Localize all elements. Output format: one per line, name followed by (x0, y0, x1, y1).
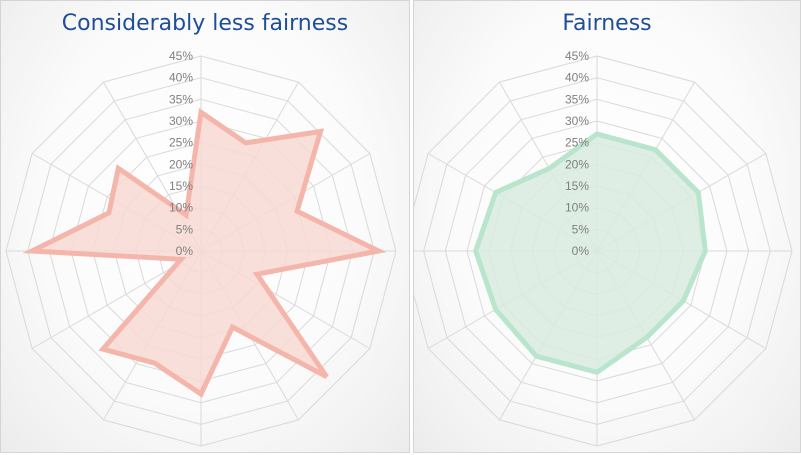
tick-label: 0% (572, 244, 590, 258)
tick-label: 5% (572, 222, 590, 236)
tick-label: 35% (565, 92, 589, 106)
tick-label: 15% (169, 179, 193, 193)
tick-label: 10% (565, 201, 589, 215)
series-area (473, 131, 708, 376)
tick-label: 45% (169, 49, 193, 63)
tick-label: 45% (565, 49, 589, 63)
tick-label: 5% (176, 222, 194, 236)
chart-panel-left: Considerably less fairness 0% 5% 10% 15% 20%… (0, 0, 410, 453)
chart-panel-right: Fairness 0% 5% 10% 15% 20% 25% 30% 35% 40% 45% (413, 0, 801, 453)
chart-title: Fairness (562, 11, 652, 36)
tick-label: 20% (565, 157, 589, 171)
tick-label: 15% (565, 179, 589, 193)
radar-chart: 0% 5% 10% 15% 20% 25% 30% 35% 40% 45% (414, 49, 793, 447)
tick-label: 40% (169, 71, 193, 85)
series-area (22, 107, 387, 398)
tick-labels: 0% 5% 10% 15% 20% 25% 30% 35% 40% 45% (169, 49, 193, 258)
tick-label: 40% (565, 71, 589, 85)
tick-label: 10% (169, 201, 193, 215)
chart-title: Considerably less fairness (61, 11, 349, 36)
tick-labels: 0% 5% 10% 15% 20% 25% 30% 35% 40% 45% (565, 49, 589, 258)
tick-label: 25% (169, 136, 193, 150)
tick-label: 35% (169, 92, 193, 106)
radar-chart: 0% 5% 10% 15% 20% 25% 30% 35% 40% 45% (5, 49, 397, 447)
tick-label: 20% (169, 157, 193, 171)
tick-label: 0% (176, 244, 194, 258)
tick-label: 25% (565, 136, 589, 150)
tick-label: 30% (169, 114, 193, 128)
tick-label: 30% (565, 114, 589, 128)
